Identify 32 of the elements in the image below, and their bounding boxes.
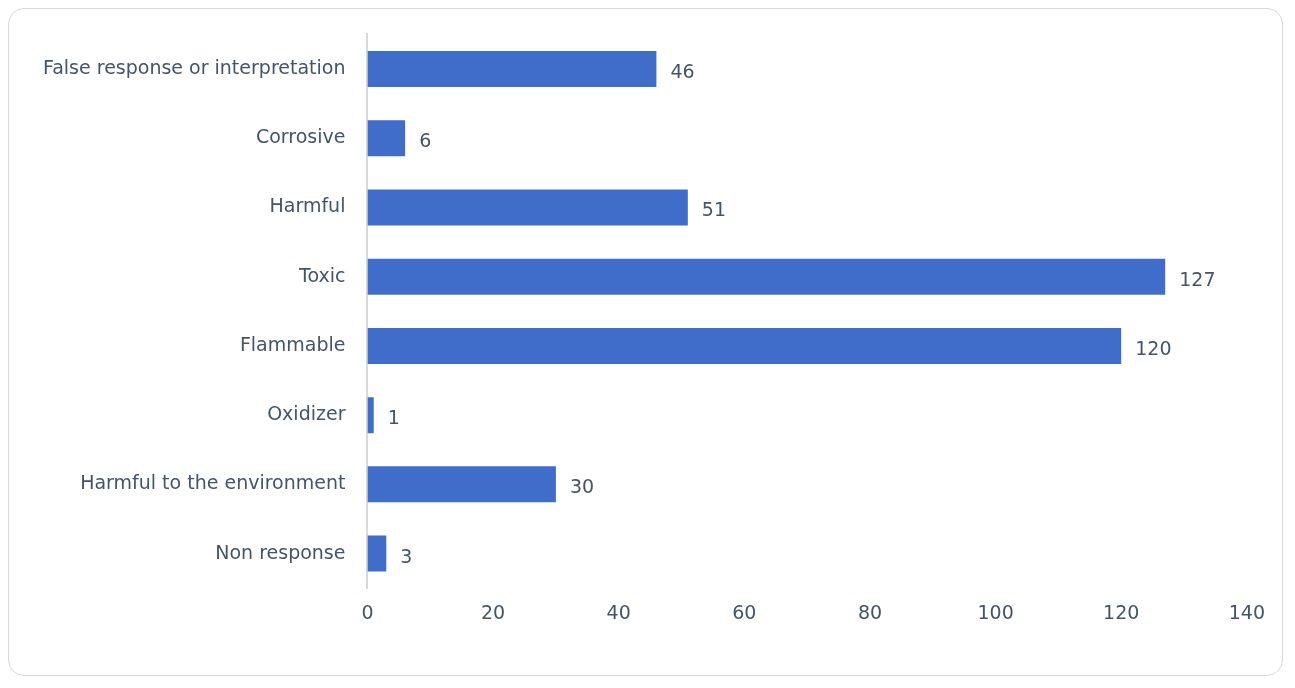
y-tick-label: Harmful — [269, 194, 346, 217]
bar — [367, 397, 374, 434]
bar — [367, 327, 1122, 364]
data-label: 6 — [419, 129, 432, 152]
x-tick-label: 60 — [732, 600, 757, 623]
bar — [367, 466, 556, 503]
y-tick-label: Toxic — [298, 263, 346, 286]
data-label: 30 — [569, 475, 595, 498]
x-tick-label: 80 — [857, 600, 883, 623]
bar — [367, 120, 406, 157]
x-tick-label: 140 — [1228, 600, 1265, 623]
y-tick-label: Corrosive — [255, 125, 346, 148]
bar — [367, 51, 657, 88]
y-tick-label: Non response — [215, 540, 346, 563]
x-tick-label: 100 — [977, 600, 1014, 623]
y-tick-label: Oxidizer — [267, 402, 346, 425]
data-label: 3 — [400, 544, 413, 567]
y-tick-label: Harmful to the environment — [80, 471, 346, 494]
y-tick-label: False response or interpretation — [43, 55, 346, 78]
x-tick-label: 40 — [606, 600, 631, 623]
x-tick-label: 120 — [1103, 600, 1140, 623]
bar — [367, 189, 688, 226]
y-tick-label: Flammable — [239, 332, 346, 355]
data-label: 1 — [387, 406, 400, 429]
x-tick-label: 20 — [480, 600, 506, 623]
data-label: 46 — [670, 59, 695, 82]
data-label: 51 — [701, 198, 726, 221]
bar — [367, 535, 387, 572]
x-tick-label: 0 — [361, 600, 374, 623]
data-label: 120 — [1135, 336, 1172, 359]
bar — [367, 258, 1166, 295]
data-label: 127 — [1179, 267, 1216, 290]
